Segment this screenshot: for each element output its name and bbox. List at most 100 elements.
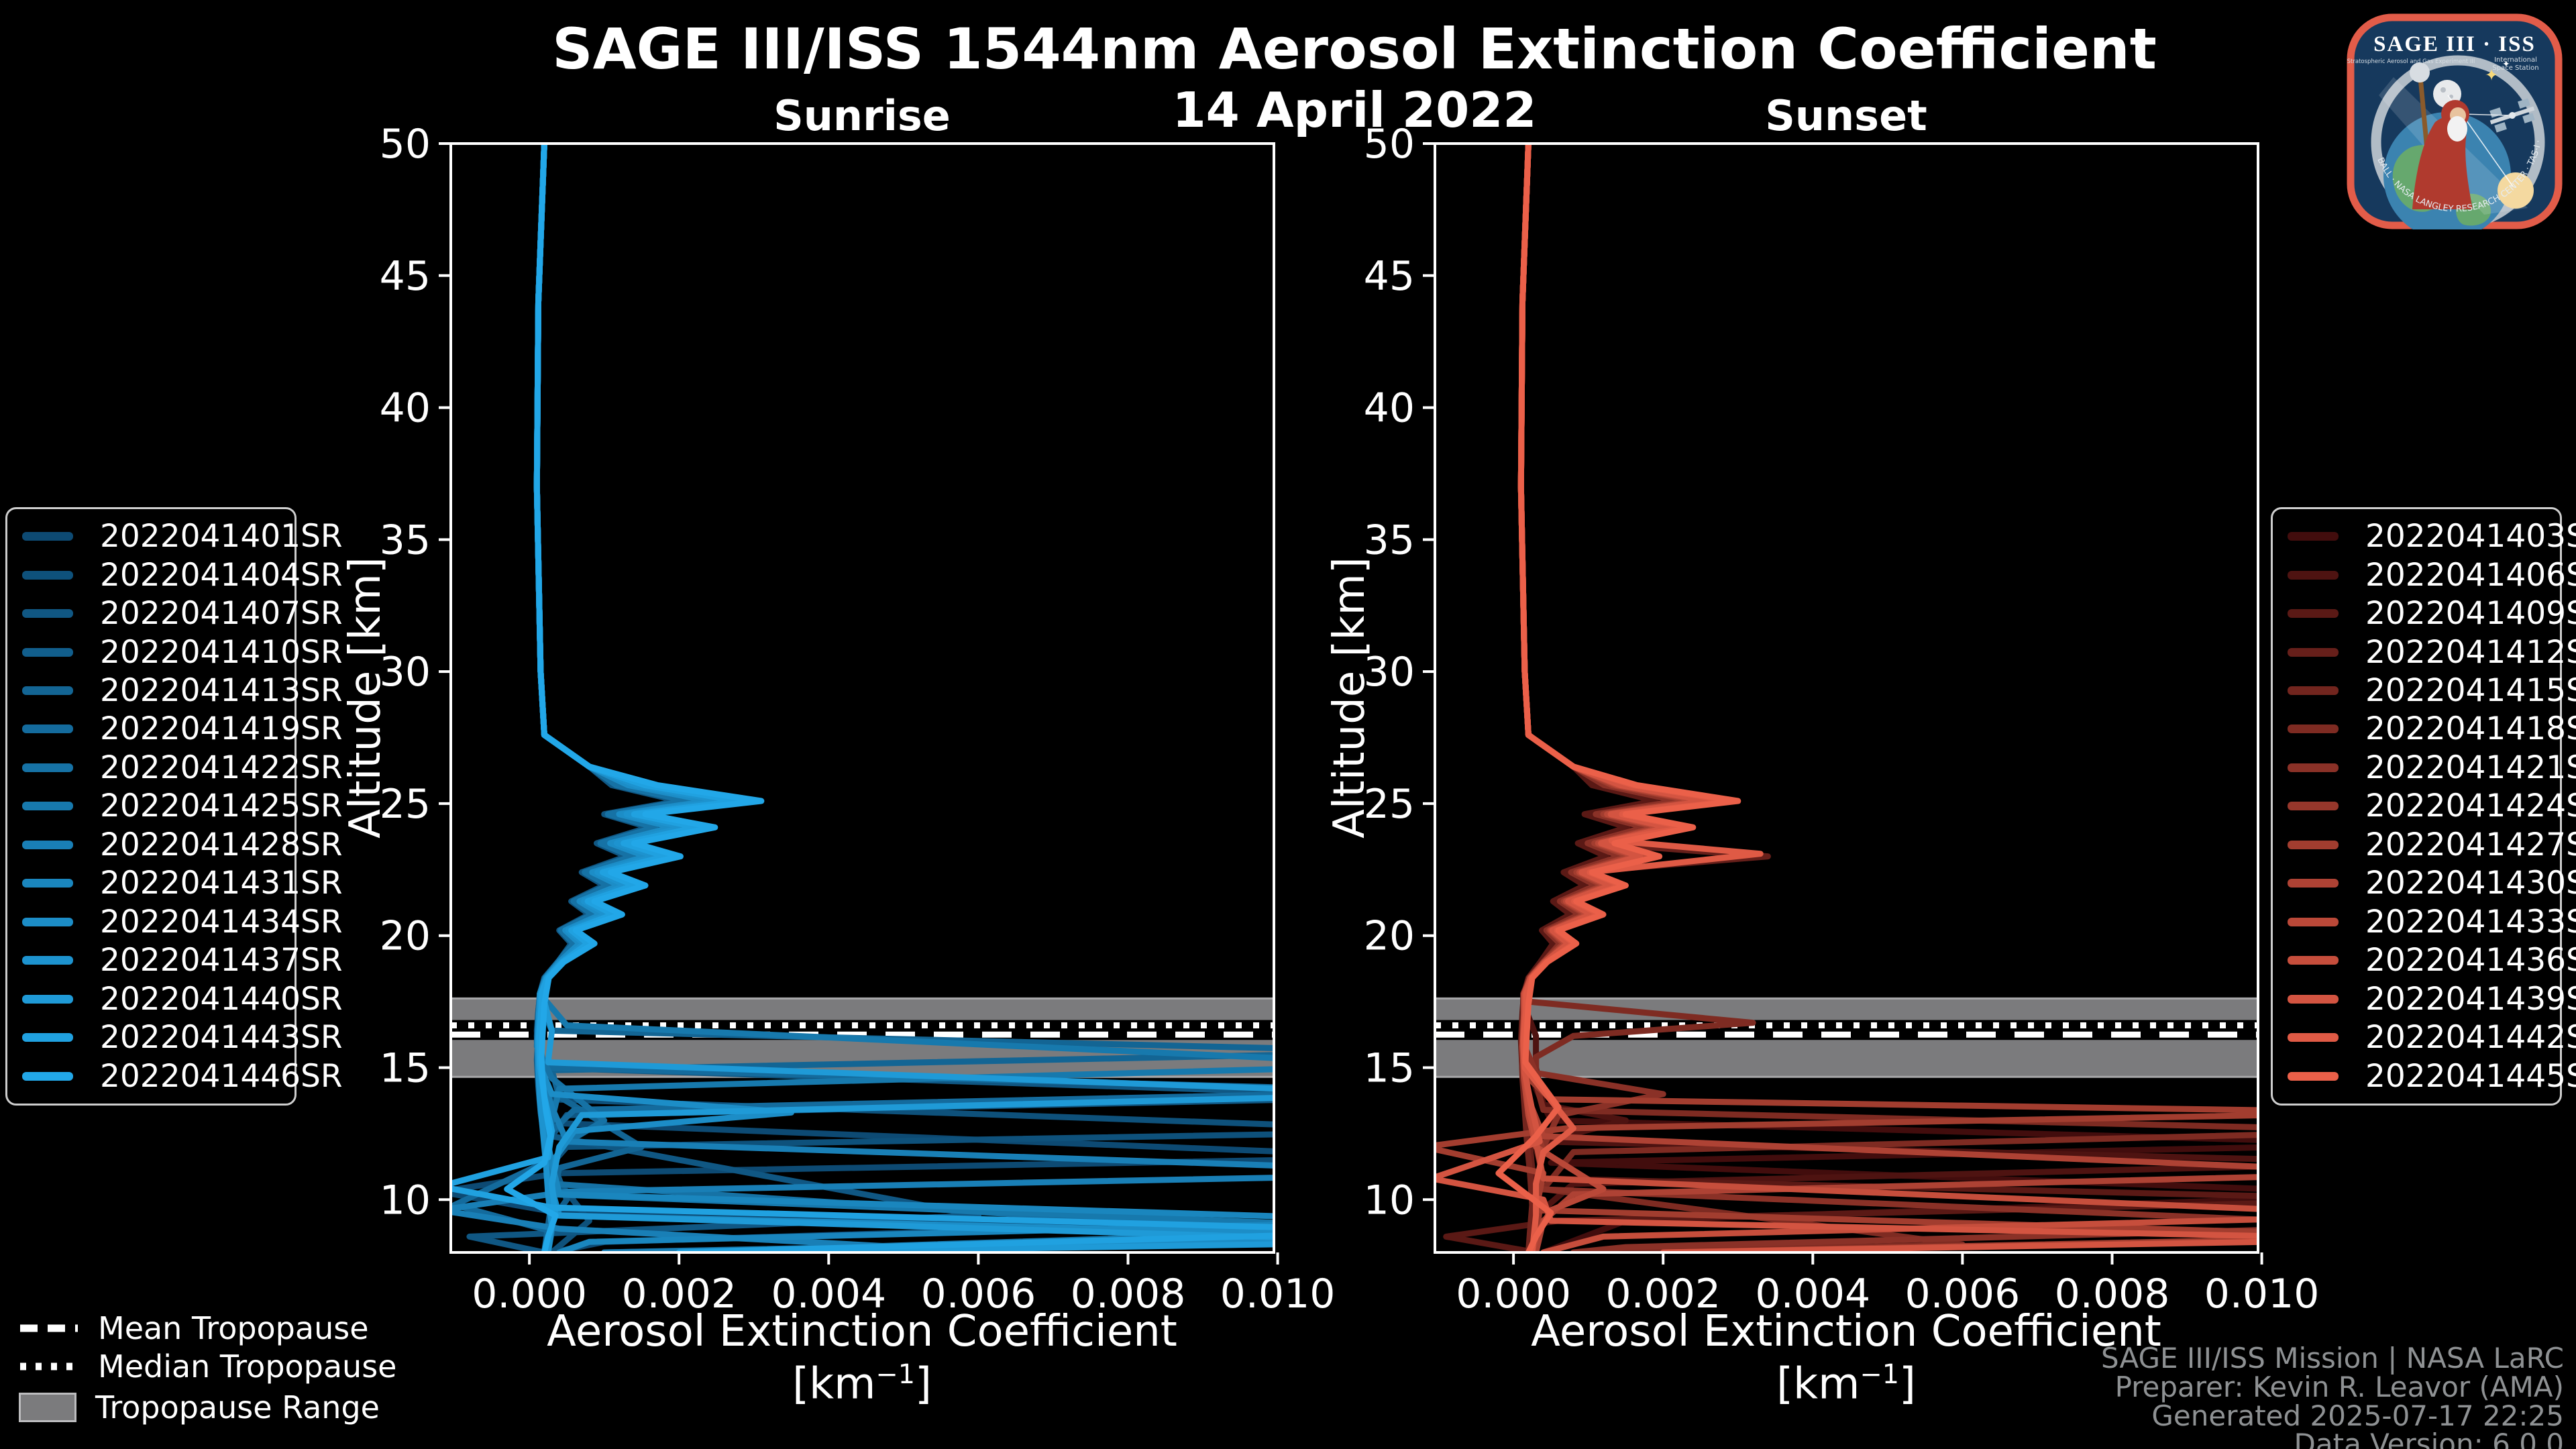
mean-tropopause-line-icon	[20, 1324, 78, 1332]
panel-title-sunrise: Sunrise	[773, 91, 951, 140]
legend-swatch-icon	[2288, 647, 2339, 657]
median-tropopause-line-icon	[20, 1362, 78, 1371]
legend-item: 2022041406SS	[2273, 557, 2576, 594]
sunset-plot-area	[1435, 144, 2258, 1252]
y-tick-label: 45	[380, 253, 431, 300]
legend-swatch-icon	[2288, 570, 2339, 580]
unit-prefix: [km	[1776, 1359, 1860, 1409]
x-tick-label: 0.004	[1755, 1271, 1870, 1318]
legend-swatch-icon	[22, 570, 73, 580]
legend-item: 2022041424SS	[2273, 788, 2576, 824]
legend-label: 2022041418SS	[2365, 710, 2576, 748]
attribution-block: SAGE III/ISS Mission | NASA LaRC Prepare…	[2101, 1344, 2564, 1449]
x-axis-label-sunset: Aerosol Extinction Coefficient	[1531, 1307, 2161, 1356]
legend-item: 2022041440SR	[7, 981, 343, 1018]
legend-label: 2022041434SR	[100, 903, 343, 941]
legend-label: 2022041407SR	[100, 595, 343, 633]
x-tick-label: 0.002	[1605, 1271, 1721, 1318]
patch-subtitle-left: Stratospheric Aerosol and Gas Experiment…	[2347, 58, 2475, 65]
x-tick-label: 0.010	[2204, 1271, 2320, 1318]
legend-swatch-icon	[22, 917, 73, 926]
unit-prefix: [km	[792, 1359, 876, 1409]
legend-swatch-icon	[22, 724, 73, 734]
legend-swatch-icon	[22, 956, 73, 965]
legend-swatch-icon	[2288, 917, 2339, 926]
x-axis-unit-sunset: [km−1]	[1776, 1359, 1916, 1409]
legend-item: 2022041413SR	[7, 672, 343, 709]
legend-swatch-icon	[2288, 609, 2339, 619]
legend-label: 2022041436SS	[2365, 942, 2576, 979]
legend-label: 2022041413SR	[100, 672, 343, 710]
legend-swatch-icon	[2288, 802, 2339, 811]
legend-swatch-icon	[2288, 994, 2339, 1004]
legend-swatch-icon	[22, 686, 73, 696]
legend-swatch-icon	[22, 763, 73, 772]
y-tick-label: 50	[380, 121, 431, 168]
x-axis-unit-sunrise: [km−1]	[792, 1359, 932, 1409]
legend-label: 2022041428SR	[100, 826, 343, 863]
legend-item: 2022041430SS	[2273, 865, 2576, 902]
legend-swatch-icon	[22, 532, 73, 541]
legend-item: 2022041428SR	[7, 826, 343, 863]
sight-line	[2461, 113, 2514, 187]
legend-item: 2022041418SS	[2273, 710, 2576, 747]
x-tick-label: 0.006	[1905, 1271, 2021, 1318]
y-tick-label: 30	[1364, 649, 1415, 696]
legend-item: 2022041427SS	[2273, 826, 2576, 863]
legend-label: 2022041442SS	[2365, 1019, 2576, 1057]
x-tick-label: 0.004	[771, 1271, 886, 1318]
legend-label: 2022041403SS	[2365, 518, 2576, 555]
legend-item: 2022041431SR	[7, 865, 343, 902]
legend-item: 2022041403SS	[2273, 518, 2576, 555]
legend-item: 2022041436SS	[2273, 942, 2576, 979]
legend-swatch-icon	[22, 840, 73, 849]
legend-item: 2022041409SS	[2273, 595, 2576, 632]
unit-suffix: ]	[1898, 1359, 1916, 1409]
unit-suffix: ]	[914, 1359, 932, 1409]
legend-item: 2022041437SR	[7, 942, 343, 979]
median-tropopause-label: Median Tropopause	[98, 1348, 397, 1385]
legend-swatch-icon	[2288, 1071, 2339, 1081]
profile-2022041446SR	[504, 144, 765, 1252]
legend-label: 2022041401SR	[100, 518, 343, 555]
y-axis-label-sunset: Altitude [km]	[1325, 557, 1375, 839]
legend-label: 2022041443SR	[100, 1019, 343, 1057]
legend-item: 2022041407SR	[7, 595, 343, 632]
legend-item: 2022041404SR	[7, 557, 343, 594]
mean-tropopause-label: Mean Tropopause	[98, 1310, 369, 1346]
x-tick-label: 0.010	[1220, 1271, 1336, 1318]
legend-swatch-icon	[2288, 1033, 2339, 1042]
legend-swatch-icon	[22, 994, 73, 1004]
patch-title: SAGE III · ISS	[2373, 32, 2536, 56]
profile-2022041442SS	[1517, 144, 1764, 1252]
legend-item: 2022041433SS	[2273, 904, 2576, 941]
legend-swatch-icon	[2288, 879, 2339, 888]
moon-crater	[2440, 87, 2446, 93]
sunrise-plot-area	[451, 144, 1274, 1252]
legend-label: 2022041406SS	[2365, 556, 2576, 594]
legend-swatch-icon	[2288, 724, 2339, 734]
legend-sunrise: 2022041401SR 2022041404SR 2022041407SR 2022…	[5, 507, 343, 1106]
y-tick-label: 35	[1364, 517, 1415, 564]
legend-label: 2022041439SS	[2365, 980, 2576, 1018]
legend-item: 2022041419SR	[7, 710, 343, 747]
legend-item: 2022041425SR	[7, 788, 343, 824]
patch-subtitle-right-1: International	[2494, 56, 2537, 64]
legend-swatch-icon	[22, 647, 73, 657]
legend-item: 2022041443SR	[7, 1019, 343, 1056]
axes-spines	[1434, 142, 2259, 1254]
legend-item: 2022041439SS	[2273, 981, 2576, 1018]
legend-item: 2022041415SS	[2273, 672, 2576, 709]
legend-label: 2022041404SR	[100, 556, 343, 594]
profile-2022041439SS	[1435, 144, 2258, 1252]
legend-label: 2022041430SS	[2365, 865, 2576, 902]
legend-item: 2022041434SR	[7, 904, 343, 941]
legend-item: 2022041446SR	[7, 1058, 343, 1095]
legend-swatch-icon	[2288, 763, 2339, 772]
legend-label: 2022041425SR	[100, 788, 343, 825]
x-axis-label-sunrise: Aerosol Extinction Coefficient	[547, 1307, 1177, 1356]
x-tick-label: 0.008	[1071, 1271, 1186, 1318]
profile-2022041412SS	[1517, 144, 1771, 1252]
legend-swatch-icon	[2288, 686, 2339, 696]
